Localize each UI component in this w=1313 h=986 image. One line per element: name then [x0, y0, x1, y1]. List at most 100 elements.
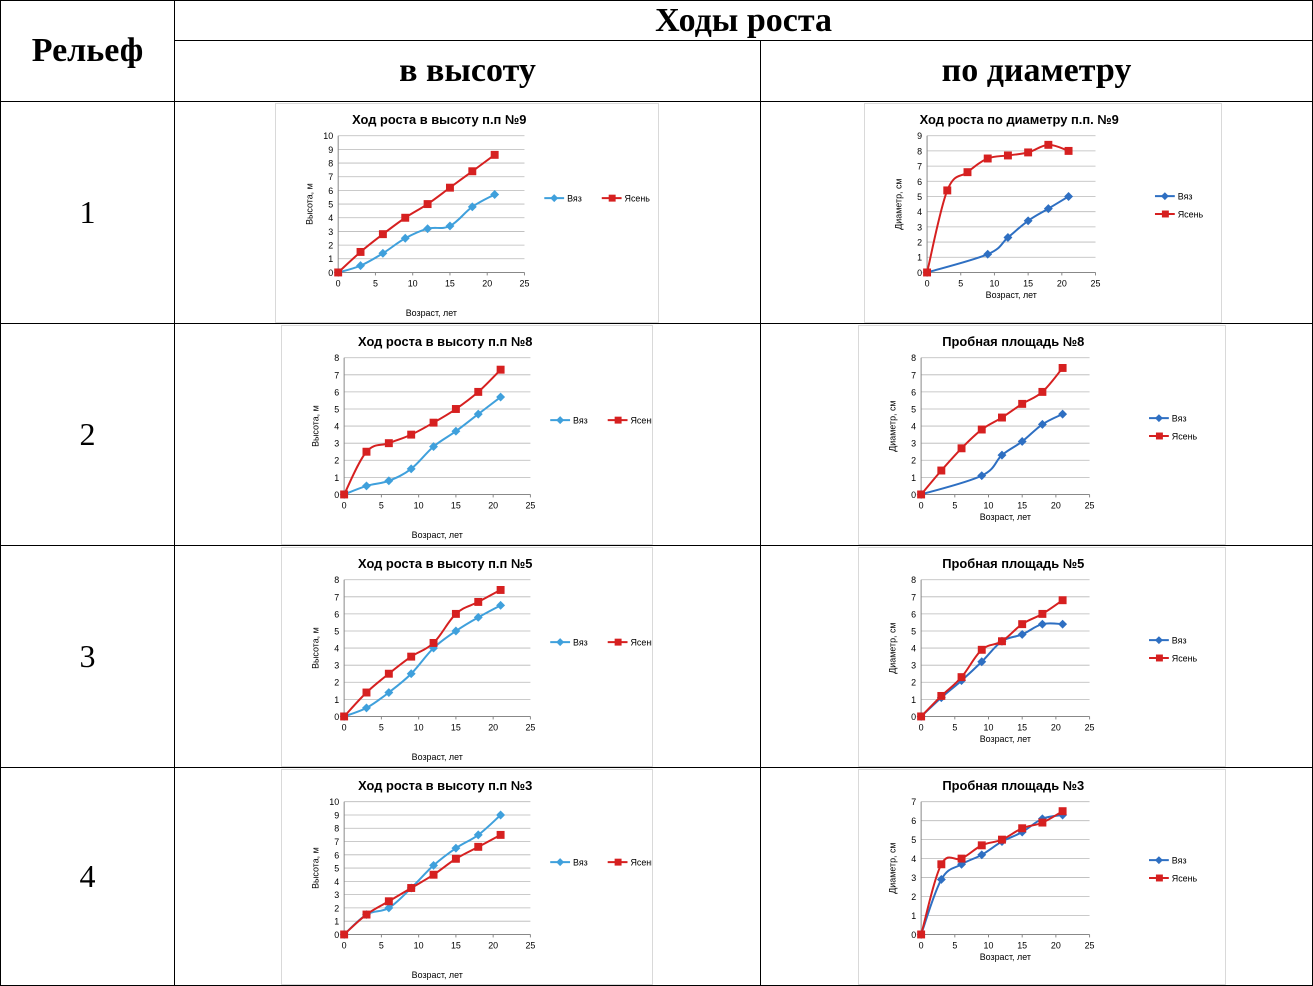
chart-3-xtick-label: 0: [342, 500, 347, 510]
chart-6-series-2-point: [1058, 596, 1067, 605]
chart-7-legend-label: Ясень: [630, 858, 652, 868]
chart-5-legend-label: Вяз: [573, 638, 588, 648]
chart-7-xlabel: Возраст, лет: [412, 970, 463, 980]
chart-5-series-2-point: [429, 638, 438, 647]
height-chart-cell-2: Ход роста в высоту п.п №8 0 1 2 3 4 5 6 7 8 0 5 10 15…: [174, 323, 761, 546]
chart-8-xtick-label: 5: [952, 940, 957, 950]
chart-7-ytick-label: 5: [334, 864, 339, 874]
chart-5-ytick-label: 0: [334, 712, 339, 722]
chart-1-xtick-label: 10: [408, 278, 418, 288]
chart-7-xtick-label: 20: [488, 940, 498, 950]
chart-7-legend-marker: [614, 858, 622, 866]
chart-1-series-1-point: [356, 261, 365, 271]
relief-header: Рельеф: [0, 0, 175, 102]
chart-7-ytick-label: 4: [334, 877, 339, 887]
chart-5-xtick-label: 25: [525, 722, 535, 732]
chart-5-series-2-point: [451, 609, 460, 618]
chart-6-xtick-label: 15: [1017, 722, 1027, 732]
chart-2-xtick-label: 5: [958, 278, 963, 288]
chart-2-ytick-label: 7: [917, 162, 922, 172]
height-chart-cell-1: Ход роста в высоту п.п №9 0 1 2 3 4 5 6 7 8 9 10 0 5 1…: [174, 101, 761, 324]
growth-group-header: Ходы роста: [173, 0, 1313, 41]
chart-7-series-2-point: [384, 897, 393, 906]
chart-8-ytick-label: 3: [911, 873, 916, 883]
chart-8-series-2-point: [1038, 818, 1047, 827]
height-chart-4: Ход роста в высоту п.п №3 0 1 2 3 4 5 6 7 8 9 10 0 5 1…: [281, 769, 653, 985]
chart-8-series-1-point: [977, 850, 987, 860]
diameter-chart-4: Пробная площадь №3 0 1 2 3 4 5 6 7 0 5 10 15 20 25 Возр…: [858, 769, 1226, 985]
chart-1-series-1-point: [400, 233, 410, 243]
chart-8-series-2-point: [998, 835, 1006, 844]
chart-1-xtick-label: 5: [373, 278, 378, 288]
relief-number-3: 3: [0, 545, 175, 768]
chart-7-ytick-label: 2: [334, 903, 339, 913]
chart-4-ytick-label: 4: [911, 422, 916, 432]
diameter-chart-2-svg: Пробная площадь №8 0 1 2 3 4 5 6 7 8 0 5 10 15 20 25 Воз…: [887, 334, 1197, 522]
chart-6-xtick-label: 10: [984, 722, 994, 732]
chart-8-xtick-label: 20: [1051, 940, 1061, 950]
chart-3-ytick-label: 4: [334, 422, 339, 432]
chart-4-series-2-point: [1018, 399, 1027, 408]
chart-8-xlabel: Возраст, лет: [980, 952, 1031, 962]
chart-2-xtick-label: 10: [989, 278, 999, 288]
chart-5-series-2-line: [343, 589, 502, 718]
chart-1-ytick-label: 6: [328, 186, 333, 196]
height-chart-3: Ход роста в высоту п.п №5 0 1 2 3 4 5 6 7 8 0 5 10 15…: [281, 547, 653, 767]
chart-8-ytick-label: 0: [911, 930, 916, 940]
chart-2-series-2-point: [943, 186, 952, 195]
chart-1-ytick-label: 5: [328, 200, 333, 210]
chart-3-ytick-label: 5: [334, 404, 339, 414]
chart-8-series-2-point: [977, 841, 986, 850]
chart-1-ytick-label: 7: [328, 172, 333, 182]
chart-6-legend-label: Ясень: [1172, 653, 1198, 663]
chart-4-ytick-label: 6: [911, 387, 916, 397]
chart-8-xtick-label: 15: [1017, 940, 1027, 950]
chart-1-ytick-label: 1: [328, 254, 333, 264]
chart-5-legend-marker: [556, 638, 565, 647]
chart-4-ytick-label: 5: [911, 404, 916, 414]
chart-8-ytick-label: 5: [911, 835, 916, 845]
chart-7-ylabel: Высота, м: [310, 847, 320, 889]
chart-5-legend-marker: [614, 638, 622, 646]
chart-2-ytick-label: 1: [917, 253, 922, 263]
height-chart-2: Ход роста в высоту п.п №8 0 1 2 3 4 5 6 7 8 0 5 10 15…: [281, 325, 653, 545]
chart-7-ytick-label: 10: [329, 797, 339, 807]
chart-2-series-2-point: [983, 154, 992, 163]
chart-3-ytick-label: 3: [334, 439, 339, 449]
chart-3-ytick-label: 8: [334, 353, 339, 363]
chart-4-ytick-label: 0: [911, 490, 916, 500]
chart-1-legend-marker: [550, 194, 559, 203]
chart-5-series-2-point: [474, 597, 483, 606]
chart-2-series-2-point: [923, 268, 932, 277]
chart-2-legend-label: Вяз: [1178, 192, 1193, 202]
chart-5-series-1-point: [406, 669, 416, 679]
chart-7-ytick-label: 6: [334, 850, 339, 860]
chart-1-series-1-point: [423, 224, 433, 234]
chart-4-series-1-point: [997, 450, 1007, 460]
height-chart-1-svg: Ход роста в высоту п.п №9 0 1 2 3 4 5 6 7 8 9 10 0 5 1…: [304, 112, 650, 318]
chart-2-ytick-label: 8: [917, 146, 922, 156]
chart-8-series-2-point: [1018, 824, 1027, 833]
relief-number-2: 2: [0, 323, 175, 546]
chart-7-xtick-label: 15: [451, 940, 461, 950]
diameter-chart-4-svg: Пробная площадь №3 0 1 2 3 4 5 6 7 0 5 10 15 20 25 Возр…: [887, 778, 1197, 962]
chart-4-series-2-point: [977, 425, 986, 434]
chart-4-series-2-point: [998, 413, 1006, 422]
chart-2-xtick-label: 0: [925, 278, 930, 288]
chart-3-ylabel: Высота, м: [310, 405, 320, 447]
chart-6-legend-label: Вяз: [1172, 636, 1187, 646]
chart-6-xtick-label: 20: [1051, 722, 1061, 732]
chart-4-series-2-point: [1058, 364, 1067, 372]
chart-1-series-2-point: [490, 150, 499, 159]
chart-5-xtick-label: 5: [379, 722, 384, 732]
chart-8-legend-marker: [1154, 856, 1163, 865]
chart-8-series-1-line: [920, 814, 1063, 935]
chart-5-ytick-label: 3: [334, 661, 339, 671]
chart-7-series-1-point: [384, 903, 394, 913]
diameter-chart-1-svg: Ход роста по диаметру п.п. №9 0 1 2 3 4 5 6 7 8 9 0…: [893, 112, 1203, 300]
chart-6-ytick-label: 4: [911, 644, 916, 654]
chart-4-ytick-label: 8: [911, 353, 916, 363]
chart-3-series-2-point: [496, 365, 505, 374]
chart-4-legend-marker: [1154, 414, 1163, 423]
chart-4-xtick-label: 15: [1017, 500, 1027, 510]
